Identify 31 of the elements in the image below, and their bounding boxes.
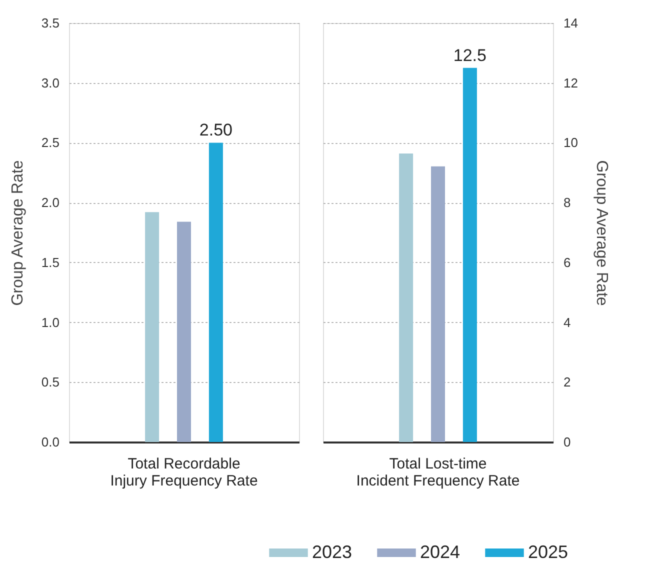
y-tick-label: 0.0 [41, 434, 60, 450]
y2-axis-title: Group Average Rate [592, 160, 610, 306]
y2-tick-label: 10 [564, 135, 578, 150]
y-tick-label: 2.0 [41, 195, 60, 210]
bar [145, 212, 160, 442]
bar [431, 166, 445, 442]
y2-tick-label: 0 [564, 434, 571, 450]
y2-tick-label: 12 [564, 75, 578, 90]
legend-label: 2024 [420, 542, 460, 562]
data-label: 12.5 [453, 46, 486, 65]
y2-tick-label: 8 [564, 195, 571, 210]
y-tick-label: 3.5 [41, 16, 60, 30]
y2-tick-label: 6 [564, 254, 571, 270]
y-tick-label: 2.5 [41, 135, 60, 150]
y-tick-label: 3.0 [41, 75, 60, 90]
y-axis-title: Group Average Rate [9, 160, 26, 306]
data-label: 2.50 [199, 120, 232, 140]
y2-tick-label: 14 [564, 16, 578, 30]
bar [208, 142, 223, 442]
y-tick-label: 0.5 [41, 374, 60, 390]
y-tick-label: 1.0 [41, 314, 60, 330]
y2-tick-label: 2 [564, 374, 571, 390]
x-tick-label: Total Lost-time Incident Frequency Rate [356, 456, 520, 490]
y-tick-label: 1.5 [41, 254, 60, 270]
bar [399, 153, 414, 442]
bar [177, 222, 191, 442]
legend-label: 2025 [528, 542, 568, 562]
y2-tick-label: 4 [564, 314, 571, 330]
legend-label: 2023 [312, 542, 352, 562]
x-tick-label: Total Recordable Injury Frequency Rate [110, 456, 258, 490]
bar [462, 68, 477, 442]
